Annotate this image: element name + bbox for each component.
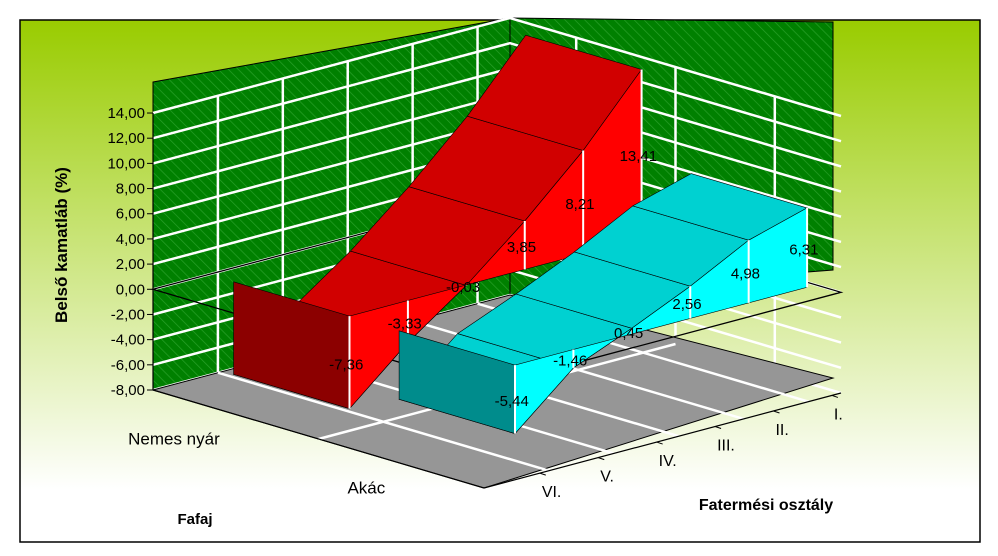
y-tick-label: 4,00 (116, 231, 145, 248)
y-tick-label: -8,00 (111, 382, 145, 399)
data-label: -1,46 (553, 353, 587, 370)
y-tick-label: -4,00 (111, 332, 145, 349)
x-tick (831, 394, 839, 398)
y-tick-label: 10,00 (107, 155, 145, 172)
y-tick-label: 0,00 (116, 281, 145, 298)
y-tick-label: -2,00 (111, 306, 145, 323)
x-tick-label: IV. (659, 453, 677, 470)
data-label: 0,45 (614, 325, 643, 342)
x-tick (598, 457, 605, 461)
wall-gridline (152, 41, 842, 143)
series-nemes-nyar: -7,36 -3,33 -0,03 3,85 8,21 13,41 (233, 34, 658, 410)
z-axis-line (152, 389, 485, 489)
x-tick (656, 441, 663, 445)
z-axis: Nemes nyár Akác (128, 389, 485, 498)
y-tick-label: -6,00 (111, 357, 145, 374)
z-tick-label: Akác (347, 479, 385, 498)
z-axis-title: Fafaj (177, 511, 212, 528)
x-axis-line (483, 392, 842, 489)
z-tick-label: Nemes nyár (128, 430, 220, 449)
x-tick-label: III. (717, 438, 735, 455)
x-tick (539, 472, 546, 476)
data-label: -3,33 (388, 315, 422, 332)
y-axis-title: Belső kamatláb (%) (52, 167, 71, 323)
y-tick-label: 6,00 (116, 206, 145, 223)
data-label: -7,36 (329, 356, 363, 373)
y-tick-label: 12,00 (107, 130, 145, 147)
series-akac: -5,44 -1,46 0,45 2,56 4,98 6,31 (398, 173, 818, 435)
y-tick-label: 14,00 (107, 105, 145, 122)
data-label: -5,44 (495, 393, 529, 410)
data-label: -0,03 (446, 279, 480, 296)
data-label: 2,56 (672, 296, 701, 313)
x-tick-label: II. (775, 422, 788, 439)
wall-gridline (152, 16, 842, 118)
y-axis: 14,00 12,00 10,00 8,00 6,00 4,00 2,00 0,00 -2,00… (107, 105, 154, 399)
data-label: 4,98 (731, 265, 760, 282)
series-ribbons: -7,36 -3,33 -0,03 3,85 8,21 13,41 -5,44 -1,46 0,… (233, 34, 818, 435)
x-tick-label: I. (834, 406, 843, 423)
x-axis-title: Fatermési osztály (699, 497, 833, 514)
x-tick-label: VI. (542, 484, 562, 501)
data-label: 13,41 (620, 148, 658, 165)
x-tick (773, 410, 780, 414)
y-tick-label: 8,00 (116, 181, 145, 198)
x-tick (714, 426, 722, 429)
y-tick-label: 2,00 (116, 256, 145, 273)
data-label: 6,31 (789, 241, 818, 258)
data-label: 8,21 (565, 196, 594, 213)
x-tick-label: V. (600, 469, 614, 486)
x-axis: VI. V. IV. III. II. I. (483, 392, 843, 501)
data-label: 3,85 (507, 239, 536, 256)
